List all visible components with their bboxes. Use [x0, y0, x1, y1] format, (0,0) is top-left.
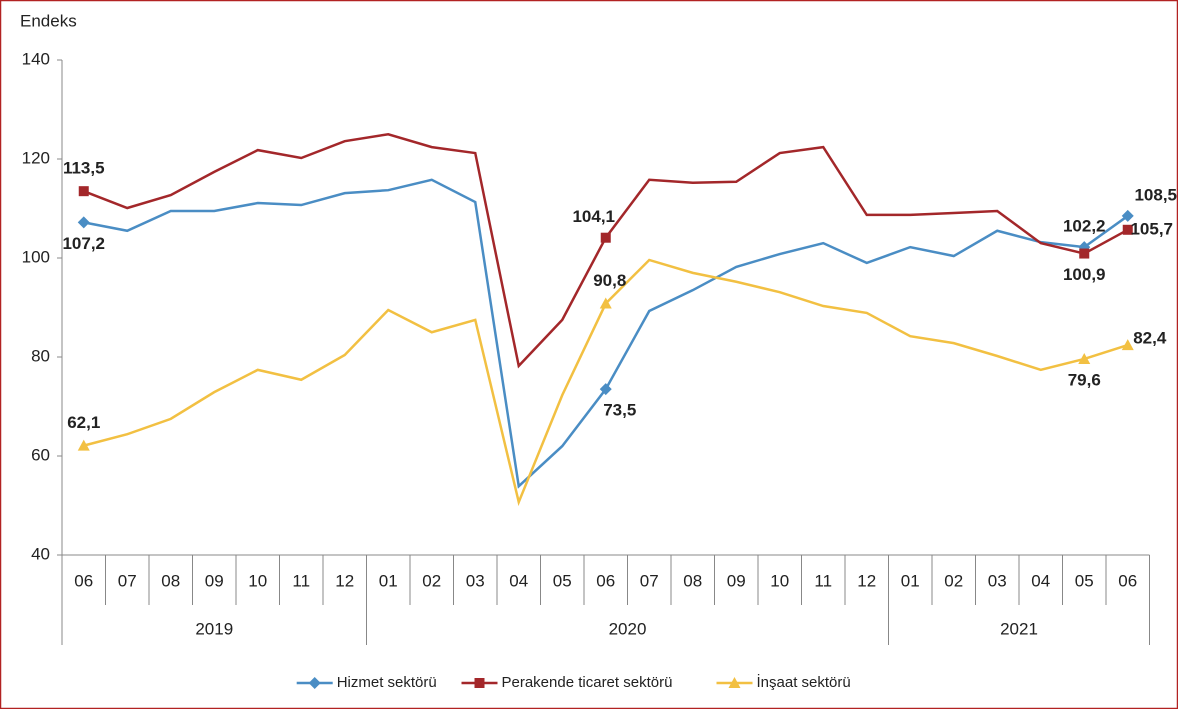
x-tick-label: 05 — [553, 571, 572, 590]
x-tick-label: 06 — [596, 571, 615, 590]
x-tick-label: 03 — [466, 571, 485, 590]
x-tick-label: 01 — [901, 571, 920, 590]
y-tick-label: 140 — [22, 49, 50, 68]
data-label: 105,7 — [1130, 219, 1173, 238]
x-tick-label: 04 — [1031, 571, 1050, 590]
x-tick-label: 01 — [379, 571, 398, 590]
y-tick-label: 60 — [31, 445, 50, 464]
marker — [599, 297, 612, 309]
x-tick-label: 11 — [814, 571, 832, 590]
marker — [474, 678, 485, 688]
x-tick-label: 02 — [422, 571, 441, 590]
marker — [600, 232, 611, 243]
year-label: 2019 — [195, 619, 233, 638]
data-label: 100,9 — [1063, 265, 1106, 284]
marker — [1121, 209, 1134, 222]
legend-label: Hizmet sektörü — [337, 674, 437, 691]
legend-label: Perakende ticaret sektörü — [502, 674, 673, 691]
marker — [308, 677, 321, 689]
data-label: 108,5 — [1134, 185, 1177, 204]
y-axis-label: Endeks — [20, 11, 77, 30]
marker — [728, 677, 741, 688]
marker — [1078, 352, 1091, 364]
x-tick-label: 10 — [770, 571, 789, 590]
y-tick-label: 80 — [31, 346, 50, 365]
data-label: 102,2 — [1063, 217, 1106, 236]
x-tick-label: 07 — [118, 571, 137, 590]
x-tick-label: 02 — [944, 571, 963, 590]
series-line — [83, 132, 1129, 369]
x-tick-label: 06 — [74, 571, 93, 590]
data-label: 62,1 — [67, 413, 100, 432]
y-tick-label: 40 — [31, 544, 50, 563]
data-label: 79,6 — [1068, 370, 1101, 389]
x-tick-label: 09 — [205, 571, 224, 590]
series-line — [83, 258, 1129, 507]
data-label: 90,8 — [593, 271, 626, 290]
x-tick-label: 12 — [335, 571, 354, 590]
x-tick-label: 08 — [683, 571, 702, 590]
marker — [78, 186, 89, 197]
marker — [77, 439, 90, 451]
y-tick-label: 100 — [22, 247, 50, 266]
marker — [1121, 339, 1134, 351]
data-label: 82,4 — [1133, 329, 1167, 348]
y-tick-label: 120 — [22, 148, 50, 167]
x-tick-label: 12 — [857, 571, 876, 590]
x-tick-label: 05 — [1075, 571, 1094, 590]
x-tick-label: 06 — [1118, 571, 1137, 590]
data-label: 113,5 — [63, 159, 105, 178]
x-tick-label: 11 — [292, 571, 310, 590]
year-label: 2020 — [609, 619, 647, 638]
legend-label: İnşaat sektörü — [757, 673, 851, 691]
data-label: 73,5 — [603, 401, 636, 420]
x-tick-label: 03 — [988, 571, 1007, 590]
x-tick-label: 08 — [161, 571, 180, 590]
x-tick-label: 10 — [248, 571, 267, 590]
x-tick-label: 09 — [727, 571, 746, 590]
data-label: 107,2 — [62, 234, 105, 253]
marker — [1079, 248, 1090, 259]
x-tick-label: 07 — [640, 571, 659, 590]
x-tick-label: 04 — [509, 571, 528, 590]
year-label: 2021 — [1000, 619, 1038, 638]
marker — [1122, 224, 1133, 235]
marker — [599, 383, 612, 396]
data-label: 104,1 — [572, 207, 615, 226]
marker — [77, 216, 90, 229]
